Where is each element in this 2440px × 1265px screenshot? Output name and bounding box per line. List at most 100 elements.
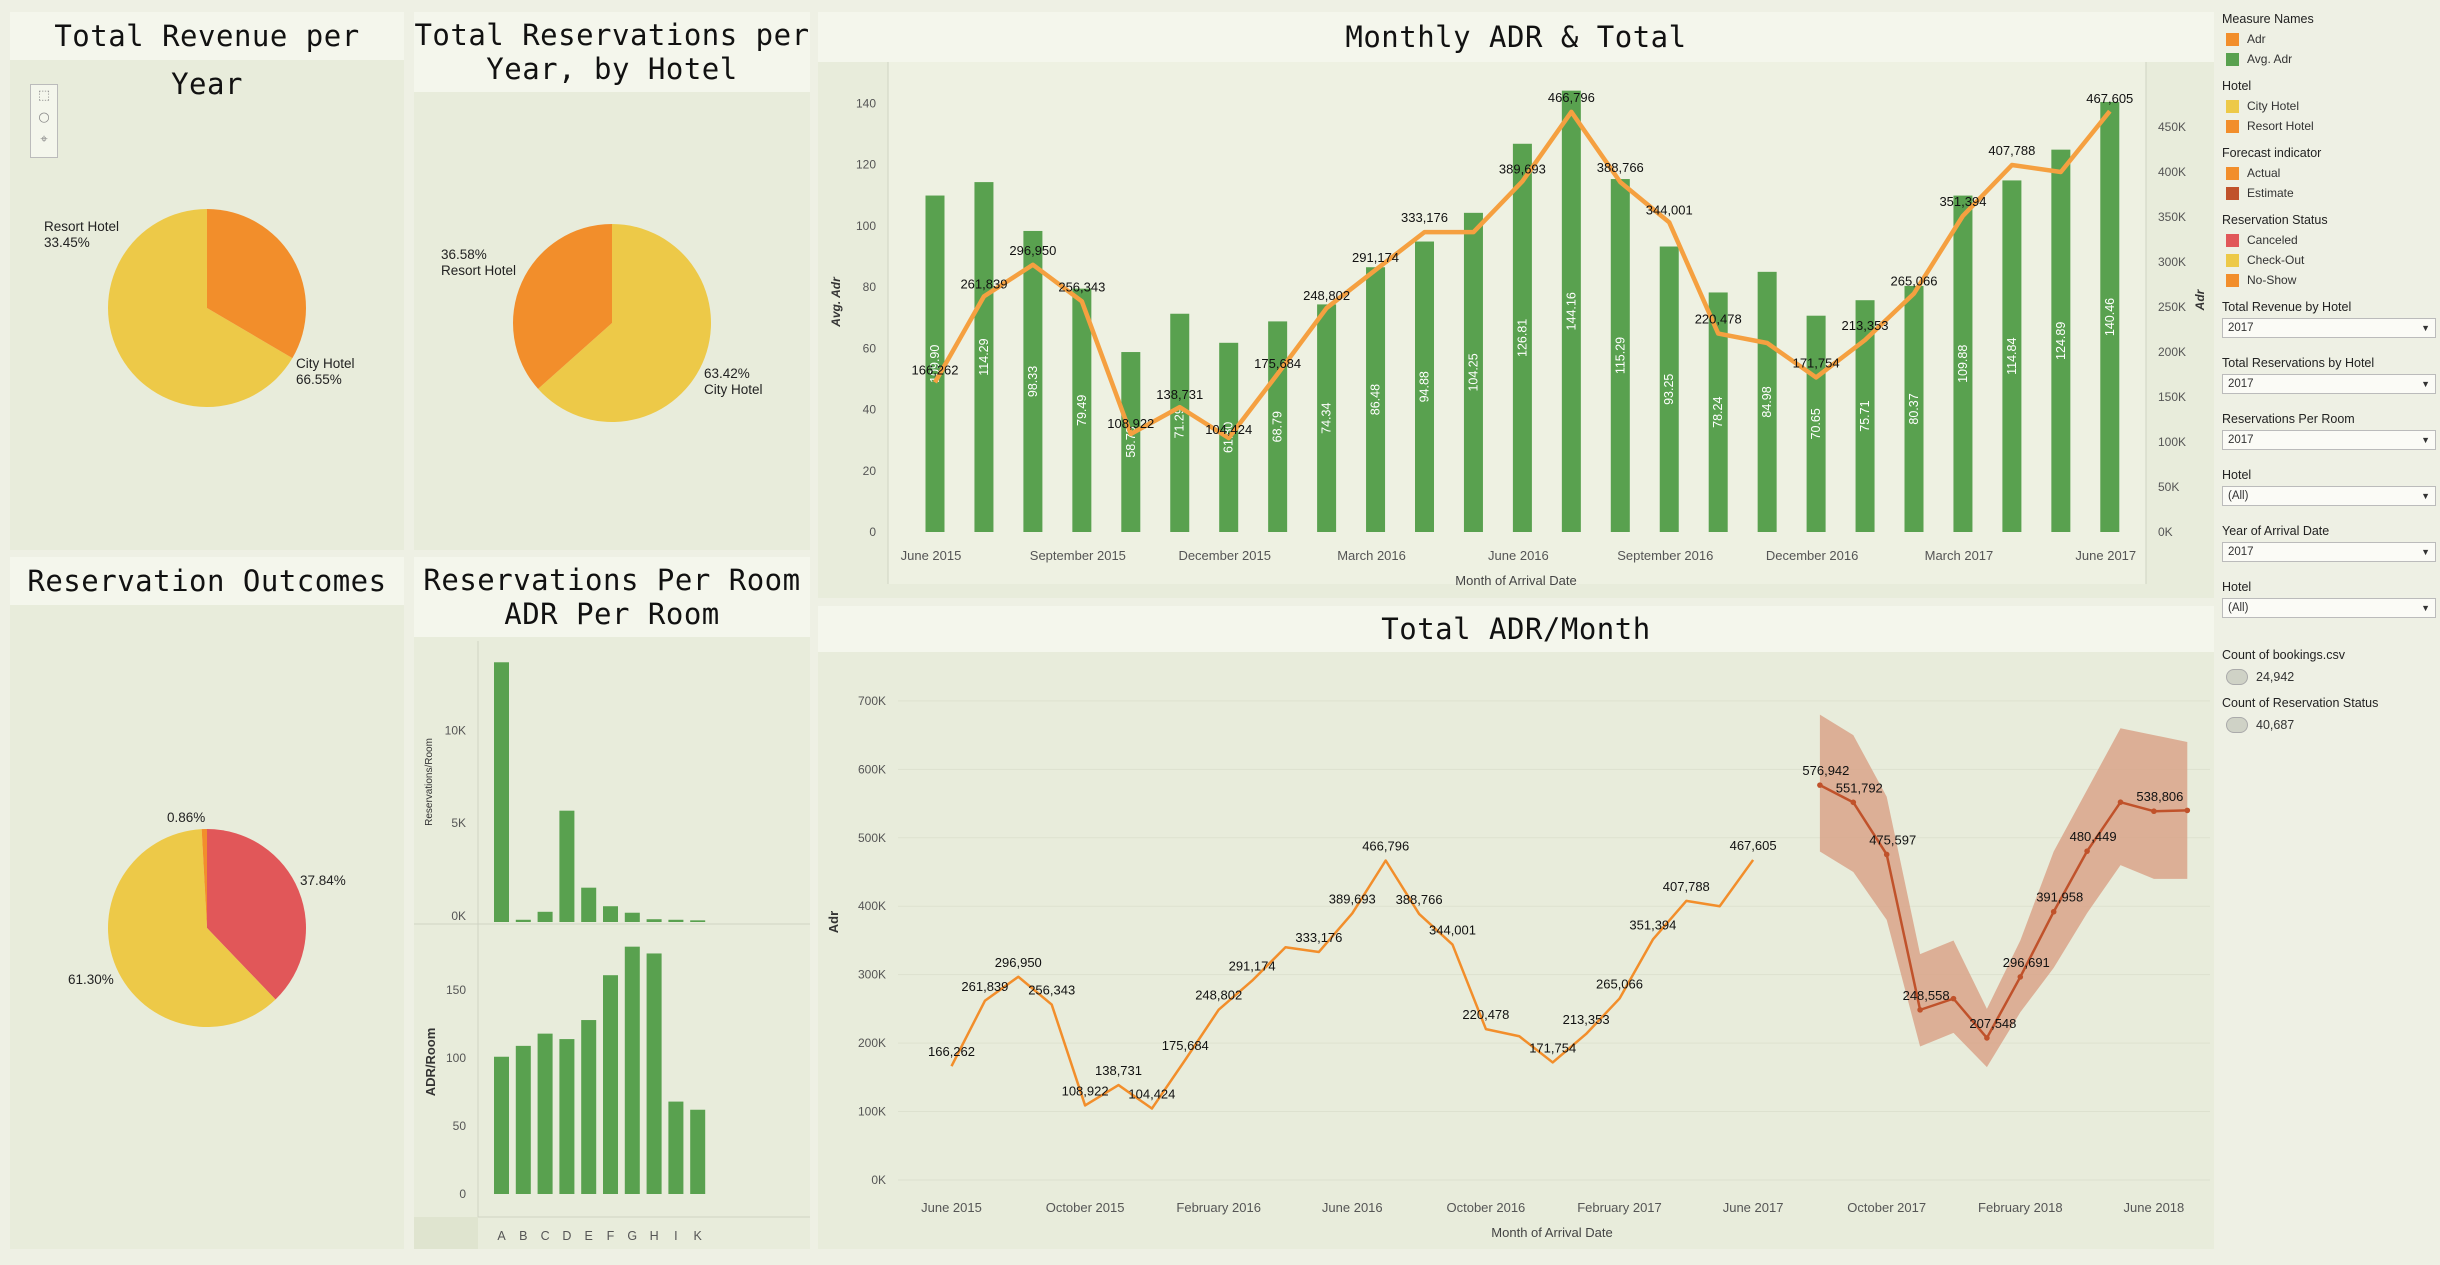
bar — [1317, 304, 1337, 532]
estimate-point — [1950, 995, 1957, 1002]
filter-dropdown[interactable]: 2017 ▼ — [2222, 542, 2436, 562]
x-axis-title: Month of Arrival Date — [1491, 1225, 1612, 1240]
estimate-point — [2184, 807, 2191, 814]
legend-swatch — [2226, 52, 2239, 66]
filter-value: 2017 — [2228, 434, 2254, 446]
y-tick-label: 0K — [451, 909, 466, 923]
x-tick-label: D — [562, 1229, 571, 1243]
line-data-label: 296,950 — [995, 955, 1042, 970]
filter-dropdown[interactable]: 2017 ▼ — [2222, 374, 2436, 394]
line-data-label: 166,262 — [912, 362, 959, 377]
bar — [537, 1033, 553, 1194]
bar — [1023, 230, 1043, 532]
line-data-label: 104,424 — [1205, 422, 1252, 437]
filter-hotel-2: Hotel (All) ▼ — [2222, 580, 2436, 618]
x-tick-label: September 2015 — [1030, 548, 1126, 563]
bar-label: 80.37 — [1907, 393, 1921, 424]
line-data-label: 467,605 — [2086, 91, 2133, 106]
filter-dropdown[interactable]: (All) ▼ — [2222, 486, 2436, 506]
filter-year: Year of Arrival Date 2017 ▼ — [2222, 524, 2436, 562]
legend-item[interactable]: Check-Out — [2222, 250, 2436, 270]
adr-line — [933, 109, 2112, 441]
line-data-label: 213,353 — [1563, 1012, 1610, 1027]
legend-item[interactable]: City Hotel — [2222, 96, 2436, 116]
line-data-label: 407,788 — [1663, 879, 1710, 894]
reservations-pie-chart[interactable]: 36.58%Resort Hotel 63.42%City Hotel — [414, 12, 810, 550]
forecast-band — [1819, 714, 2188, 1068]
count-slider-icon[interactable] — [2226, 669, 2248, 685]
estimate-point — [2151, 808, 2157, 815]
per-room-title-line1: Reservations Per Room — [423, 563, 801, 597]
pie-label: Resort Hotel — [44, 219, 119, 234]
line-data-label: 344,001 — [1429, 923, 1476, 938]
filter-value: 2017 — [2228, 378, 2254, 390]
bar-label: 78.24 — [1711, 397, 1725, 428]
y-tick-label: 600K — [858, 762, 886, 776]
pie-slice — [201, 829, 207, 928]
y2-tick-label: 50K — [2158, 480, 2179, 494]
estimate-point — [1817, 782, 1823, 788]
legend-item[interactable]: No-Show — [2222, 270, 2436, 290]
legend-label: Check-Out — [2247, 253, 2305, 267]
per-room-title-line2: ADR Per Room — [504, 597, 720, 631]
selection-tools[interactable]: ⬚ ○ ⌖ — [30, 84, 58, 158]
bar-label: 126.81 — [1515, 319, 1529, 357]
plot-area — [898, 652, 2210, 1192]
count-slider-icon[interactable] — [2226, 717, 2248, 733]
x-tick-label: September 2016 — [1617, 548, 1713, 563]
line-data-label: 166,262 — [928, 1044, 975, 1059]
per-room-chart[interactable]: 0K 5K 10K Reservations/Room 0 50 100 150 ADR/Roo… — [414, 557, 810, 1249]
outcomes-title: Reservation Outcomes — [10, 557, 404, 605]
x-tick-label: February 2017 — [1577, 1200, 1662, 1215]
total-adr-chart[interactable]: 0K 100K 200K 300K 400K 500K 600K 700K Adr 166,262… — [818, 606, 2214, 1249]
monthly-adr-chart[interactable]: 0 20 40 60 80 100 120 140 0K 50K 100K 150K 200K 250K 3… — [818, 12, 2214, 598]
bar — [646, 953, 662, 1194]
legend-item[interactable]: Estimate — [2222, 183, 2436, 203]
bar — [1415, 241, 1434, 532]
x-tick-label: June 2017 — [2075, 548, 2136, 563]
filter-dropdown[interactable]: 2017 ▼ — [2222, 430, 2436, 450]
filter-dropdown[interactable]: (All) ▼ — [2222, 598, 2436, 618]
x-tick-label: June 2017 — [1723, 1200, 1784, 1215]
line-data-label: 388,766 — [1396, 892, 1443, 907]
legend-item[interactable]: Avg. Adr — [2222, 49, 2436, 69]
bar — [581, 1020, 597, 1194]
filter-value: 2017 — [2228, 546, 2254, 558]
outcomes-pie-chart[interactable]: 37.84% 61.30% 0.86% — [10, 557, 404, 1249]
reservations-title-line1: Total Reservations per — [414, 18, 810, 52]
y-tick-label: 140 — [856, 96, 876, 110]
bar — [668, 1101, 684, 1194]
bar-label: 124.89 — [2054, 322, 2068, 360]
bar — [1806, 315, 1826, 532]
chevron-down-icon: ▼ — [2421, 491, 2430, 501]
reservations-title: Total Reservations per Year, by Hotel — [414, 12, 810, 92]
bar — [1072, 288, 1092, 532]
bar — [1170, 313, 1190, 532]
x-tick-label: October 2017 — [1847, 1200, 1926, 1215]
filter-dropdown[interactable]: 2017 ▼ — [2222, 318, 2436, 338]
filter-label: Total Reservations by Hotel — [2222, 356, 2375, 370]
bar — [1610, 179, 1630, 532]
y2-tick-label: 0K — [2158, 525, 2173, 539]
legend-item[interactable]: Adr — [2222, 29, 2436, 49]
filter-reservations: Total Reservations by Hotel 2017 ▼ — [2222, 356, 2436, 394]
pie-slice — [107, 829, 276, 1027]
x-axis-band — [888, 534, 2146, 584]
line-data-label: 391,958 — [2036, 890, 2083, 905]
legend-item[interactable]: Canceled — [2222, 230, 2436, 250]
legend-title: Reservation Status — [2222, 213, 2328, 227]
estimate-point — [2017, 974, 2024, 980]
legend-item[interactable]: Actual — [2222, 163, 2436, 183]
per-room-title: Reservations Per Room ADR Per Room — [414, 557, 810, 637]
line-data-label: 551,792 — [1836, 780, 1883, 795]
x-tick-label: A — [497, 1229, 506, 1243]
line-data-label: 333,176 — [1401, 210, 1448, 225]
legend-item[interactable]: Resort Hotel — [2222, 116, 2436, 136]
chevron-down-icon: ▼ — [2421, 323, 2430, 333]
y-tick-label: 10K — [445, 723, 466, 737]
pie-label: 33.45% — [44, 235, 90, 250]
legend-label: City Hotel — [2247, 99, 2300, 113]
line-data-label: 407,788 — [1988, 143, 2035, 158]
estimate-point — [1850, 799, 1857, 806]
